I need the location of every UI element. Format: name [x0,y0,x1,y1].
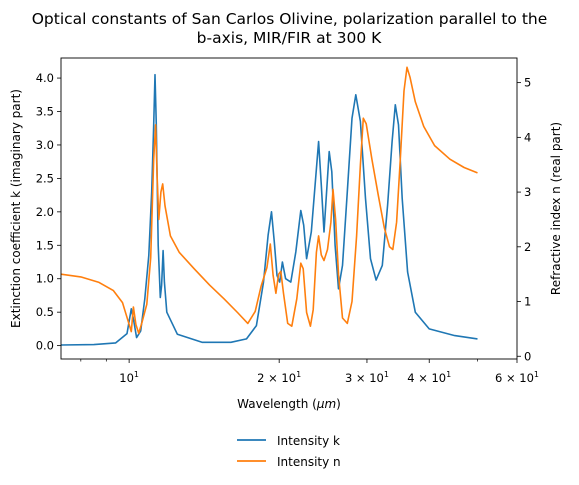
x-axis-label: Wavelength (μm) [237,397,341,411]
y-axis-label-left: Extinction coefficient k (imaginary part… [9,89,23,328]
plot-frame [60,57,518,360]
y-right-tick-label: 0 [524,349,531,363]
y-left-tick-label: 1.0 [36,272,54,286]
chart-title-line2: b-axis, MIR/FIR at 300 K [197,29,382,47]
legend: Intensity k Intensity n [237,434,341,469]
series-line-k [61,73,478,346]
y-right-tick-label: 1 [524,295,531,309]
y-left-tick-label: 3.5 [36,105,54,119]
plot-series [61,66,478,346]
legend-label: Intensity k [277,434,340,448]
y-right-tick-label: 2 [524,240,531,254]
y-axis-label-right: Refractive index n (real part) [549,122,563,295]
x-tick-label: 4 × 101 [407,370,451,385]
y-left-tick-label: 4.0 [36,71,54,85]
y-left-tick-label: 2.5 [36,171,54,185]
x-tick-label: 2 × 101 [257,370,301,385]
y-left-tick-label: 0.0 [36,339,54,353]
chart-title-line1: Optical constants of San Carlos Olivine,… [32,10,548,28]
legend-label: Intensity n [277,455,341,469]
y-right-tick-label: 4 [524,130,531,144]
y-left-tick-label: 1.5 [36,238,54,252]
y-right-tick-label: 3 [524,185,531,199]
x-tick-label: 101 [119,370,139,385]
axis-ticks: 101 2 × 101 3 × 101 4 × 101 6 × 101 0.0 0.5 1.0… [36,71,539,385]
y-left-tick-label: 2.0 [36,205,54,219]
y-right-tick-label: 5 [524,76,531,90]
series-line-n [61,66,478,335]
x-tick-label: 6 × 101 [495,370,539,385]
x-tick-label: 3 × 101 [345,370,389,385]
y-left-tick-label: 3.0 [36,138,54,152]
y-left-tick-label: 0.5 [36,305,54,319]
